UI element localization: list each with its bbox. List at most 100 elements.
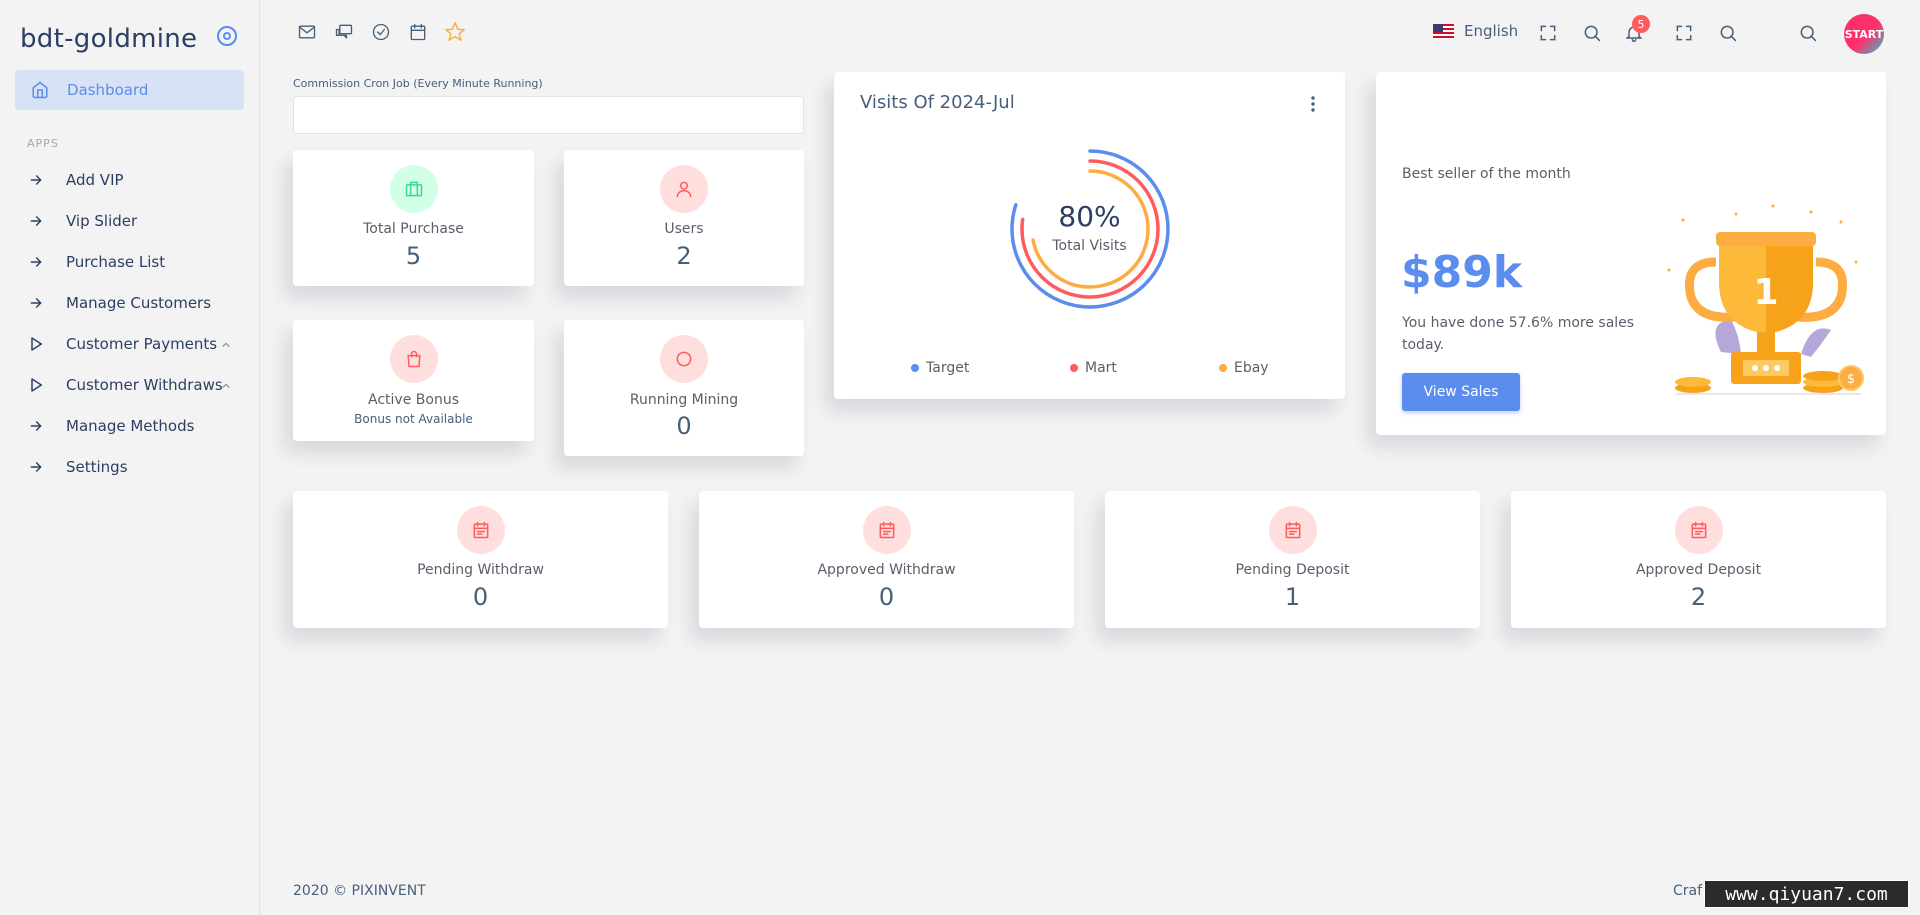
footer-copyright: 2020 © PIXINVENT — [293, 883, 426, 899]
legend-label: Mart — [1085, 360, 1117, 376]
stat-value: 1 — [1284, 583, 1301, 611]
calendar-icon[interactable] — [406, 20, 430, 44]
sidebar-item-customer-payments[interactable]: Customer Payments — [25, 323, 245, 364]
arrow-right-icon — [25, 251, 47, 273]
ring-mart — [1020, 159, 1160, 299]
sidebar-item-customer-withdraws[interactable]: Customer Withdraws — [25, 364, 245, 405]
best-seller-card: Best seller of the month $89k You have d… — [1376, 72, 1886, 435]
fullscreen-icon[interactable] — [1673, 22, 1695, 44]
visits-center-label: Total Visits — [1052, 238, 1127, 254]
fullscreen-icon[interactable] — [1537, 22, 1559, 44]
notification-badge: 5 — [1632, 15, 1650, 33]
stat-card-pending-deposit: Pending Deposit 1 — [1105, 491, 1480, 628]
more-vertical-icon[interactable] — [1311, 96, 1315, 112]
search-icon[interactable] — [1797, 22, 1819, 44]
sidebar-toggle-icon[interactable] — [217, 26, 237, 46]
sidebar: bdt-goldmine Dashboard APPS Add VIP Vip … — [0, 0, 260, 915]
sidebar-item-label: Customer Withdraws — [66, 375, 223, 394]
stat-label: Active Bonus — [368, 392, 459, 408]
stat-card-running-mining: Running Mining 0 — [564, 320, 804, 456]
svg-text:$: $ — [1847, 372, 1855, 387]
chevron-up-icon[interactable] — [221, 377, 231, 388]
legend-dot — [1219, 364, 1227, 372]
stat-value: 0 — [472, 583, 489, 611]
stat-card-active-bonus: Active Bonus Bonus not Available — [293, 320, 534, 441]
star-icon[interactable] — [443, 20, 467, 44]
arrow-right-icon — [25, 169, 47, 191]
cron-input[interactable] — [293, 96, 804, 134]
search-icon[interactable] — [1581, 22, 1603, 44]
view-sales-button[interactable]: View Sales — [1402, 373, 1520, 411]
search-icon[interactable] — [1717, 22, 1739, 44]
stat-label: Approved Deposit — [1635, 562, 1762, 578]
us-flag-icon — [1433, 23, 1454, 39]
calendar-list-icon — [456, 506, 505, 554]
legend-item-mart: Mart — [1070, 360, 1117, 376]
sidebar-item-label: Customer Payments — [66, 334, 218, 353]
visits-title: Visits Of 2024-Jul — [860, 92, 1015, 113]
briefcase-icon — [389, 165, 438, 213]
sidebar-item-label: Add VIP — [66, 170, 124, 189]
language-selector[interactable]: English — [1433, 22, 1518, 40]
stat-label: Approved Withdraw — [817, 562, 956, 578]
stat-value: 5 — [405, 242, 422, 270]
legend-dot — [911, 364, 919, 372]
legend-label: Target — [926, 360, 970, 376]
sidebar-item-label: Purchase List — [66, 252, 166, 271]
chat-icon[interactable] — [332, 20, 356, 44]
sales-amount: $89k — [1401, 247, 1523, 298]
mail-icon[interactable] — [295, 20, 319, 44]
sidebar-item-add-vip[interactable]: Add VIP — [25, 159, 245, 200]
stat-subtext: Bonus not Available — [354, 412, 473, 426]
sales-description: You have done 57.6% more sales today. — [1402, 315, 1635, 353]
stat-card-total-purchase: Total Purchase 5 — [293, 150, 534, 286]
stat-card-approved-withdraw: Approved Withdraw 0 — [699, 491, 1074, 628]
arrow-right-icon — [25, 456, 47, 478]
sidebar-item-dashboard[interactable]: Dashboard — [15, 70, 244, 110]
sidebar-item-manage-methods[interactable]: Manage Methods — [25, 405, 245, 446]
footer-credit: Craf — [1673, 883, 1703, 899]
cron-label: Commission Cron Job (Every Minute Runnin… — [293, 77, 543, 90]
stat-value: 0 — [878, 583, 895, 611]
avatar[interactable]: START — [1844, 14, 1884, 54]
play-triangle-icon — [25, 333, 47, 355]
stat-label: Pending Withdraw — [417, 562, 544, 578]
stat-card-pending-withdraw: Pending Withdraw 0 — [293, 491, 668, 628]
ring-target — [1010, 149, 1170, 309]
stat-label: Running Mining — [629, 392, 739, 408]
sidebar-item-vip-slider[interactable]: Vip Slider — [25, 200, 245, 241]
calendar-list-icon — [1674, 506, 1723, 554]
visits-card: Visits Of 2024-Jul 80% Total Visits Targ… — [834, 72, 1345, 399]
legend-item-target: Target — [911, 360, 969, 376]
sidebar-item-label: Manage Methods — [66, 416, 195, 435]
stat-card-approved-deposit: Approved Deposit 2 — [1511, 491, 1886, 628]
sidebar-item-label: Settings — [66, 457, 128, 476]
ring-ebay — [1030, 169, 1150, 289]
legend-label: Ebay — [1234, 360, 1269, 376]
svg-text:1: 1 — [1753, 272, 1778, 313]
chevron-up-icon[interactable] — [221, 336, 231, 347]
play-triangle-icon — [25, 374, 47, 396]
sidebar-item-purchase-list[interactable]: Purchase List — [25, 241, 245, 282]
stat-label: Users — [664, 221, 704, 237]
stat-label: Pending Deposit — [1235, 562, 1350, 578]
stat-value: 2 — [1690, 583, 1707, 611]
brand-name[interactable]: bdt-goldmine — [20, 24, 198, 54]
watermark: www.qiyuan7.com — [1704, 880, 1909, 908]
trophy-illustration: 1 $ — [1667, 204, 1864, 395]
check-circle-icon[interactable] — [369, 20, 393, 44]
sidebar-item-manage-customers[interactable]: Manage Customers — [25, 282, 245, 323]
language-label: English — [1464, 22, 1519, 40]
best-seller-subtitle: Best seller of the month — [1402, 166, 1571, 182]
stat-label: Total Purchase — [363, 221, 464, 237]
stat-card-users: Users 2 — [564, 150, 804, 286]
shopping-bag-icon — [389, 335, 438, 383]
visits-radial-chart — [1010, 149, 1170, 309]
circle-icon — [660, 335, 708, 383]
sidebar-item-label: Dashboard — [67, 81, 149, 99]
arrow-right-icon — [25, 210, 47, 232]
sidebar-item-label: Vip Slider — [66, 211, 138, 230]
arrow-right-icon — [25, 292, 47, 314]
section-heading-apps: APPS — [27, 137, 59, 150]
sidebar-item-settings[interactable]: Settings — [25, 446, 245, 487]
